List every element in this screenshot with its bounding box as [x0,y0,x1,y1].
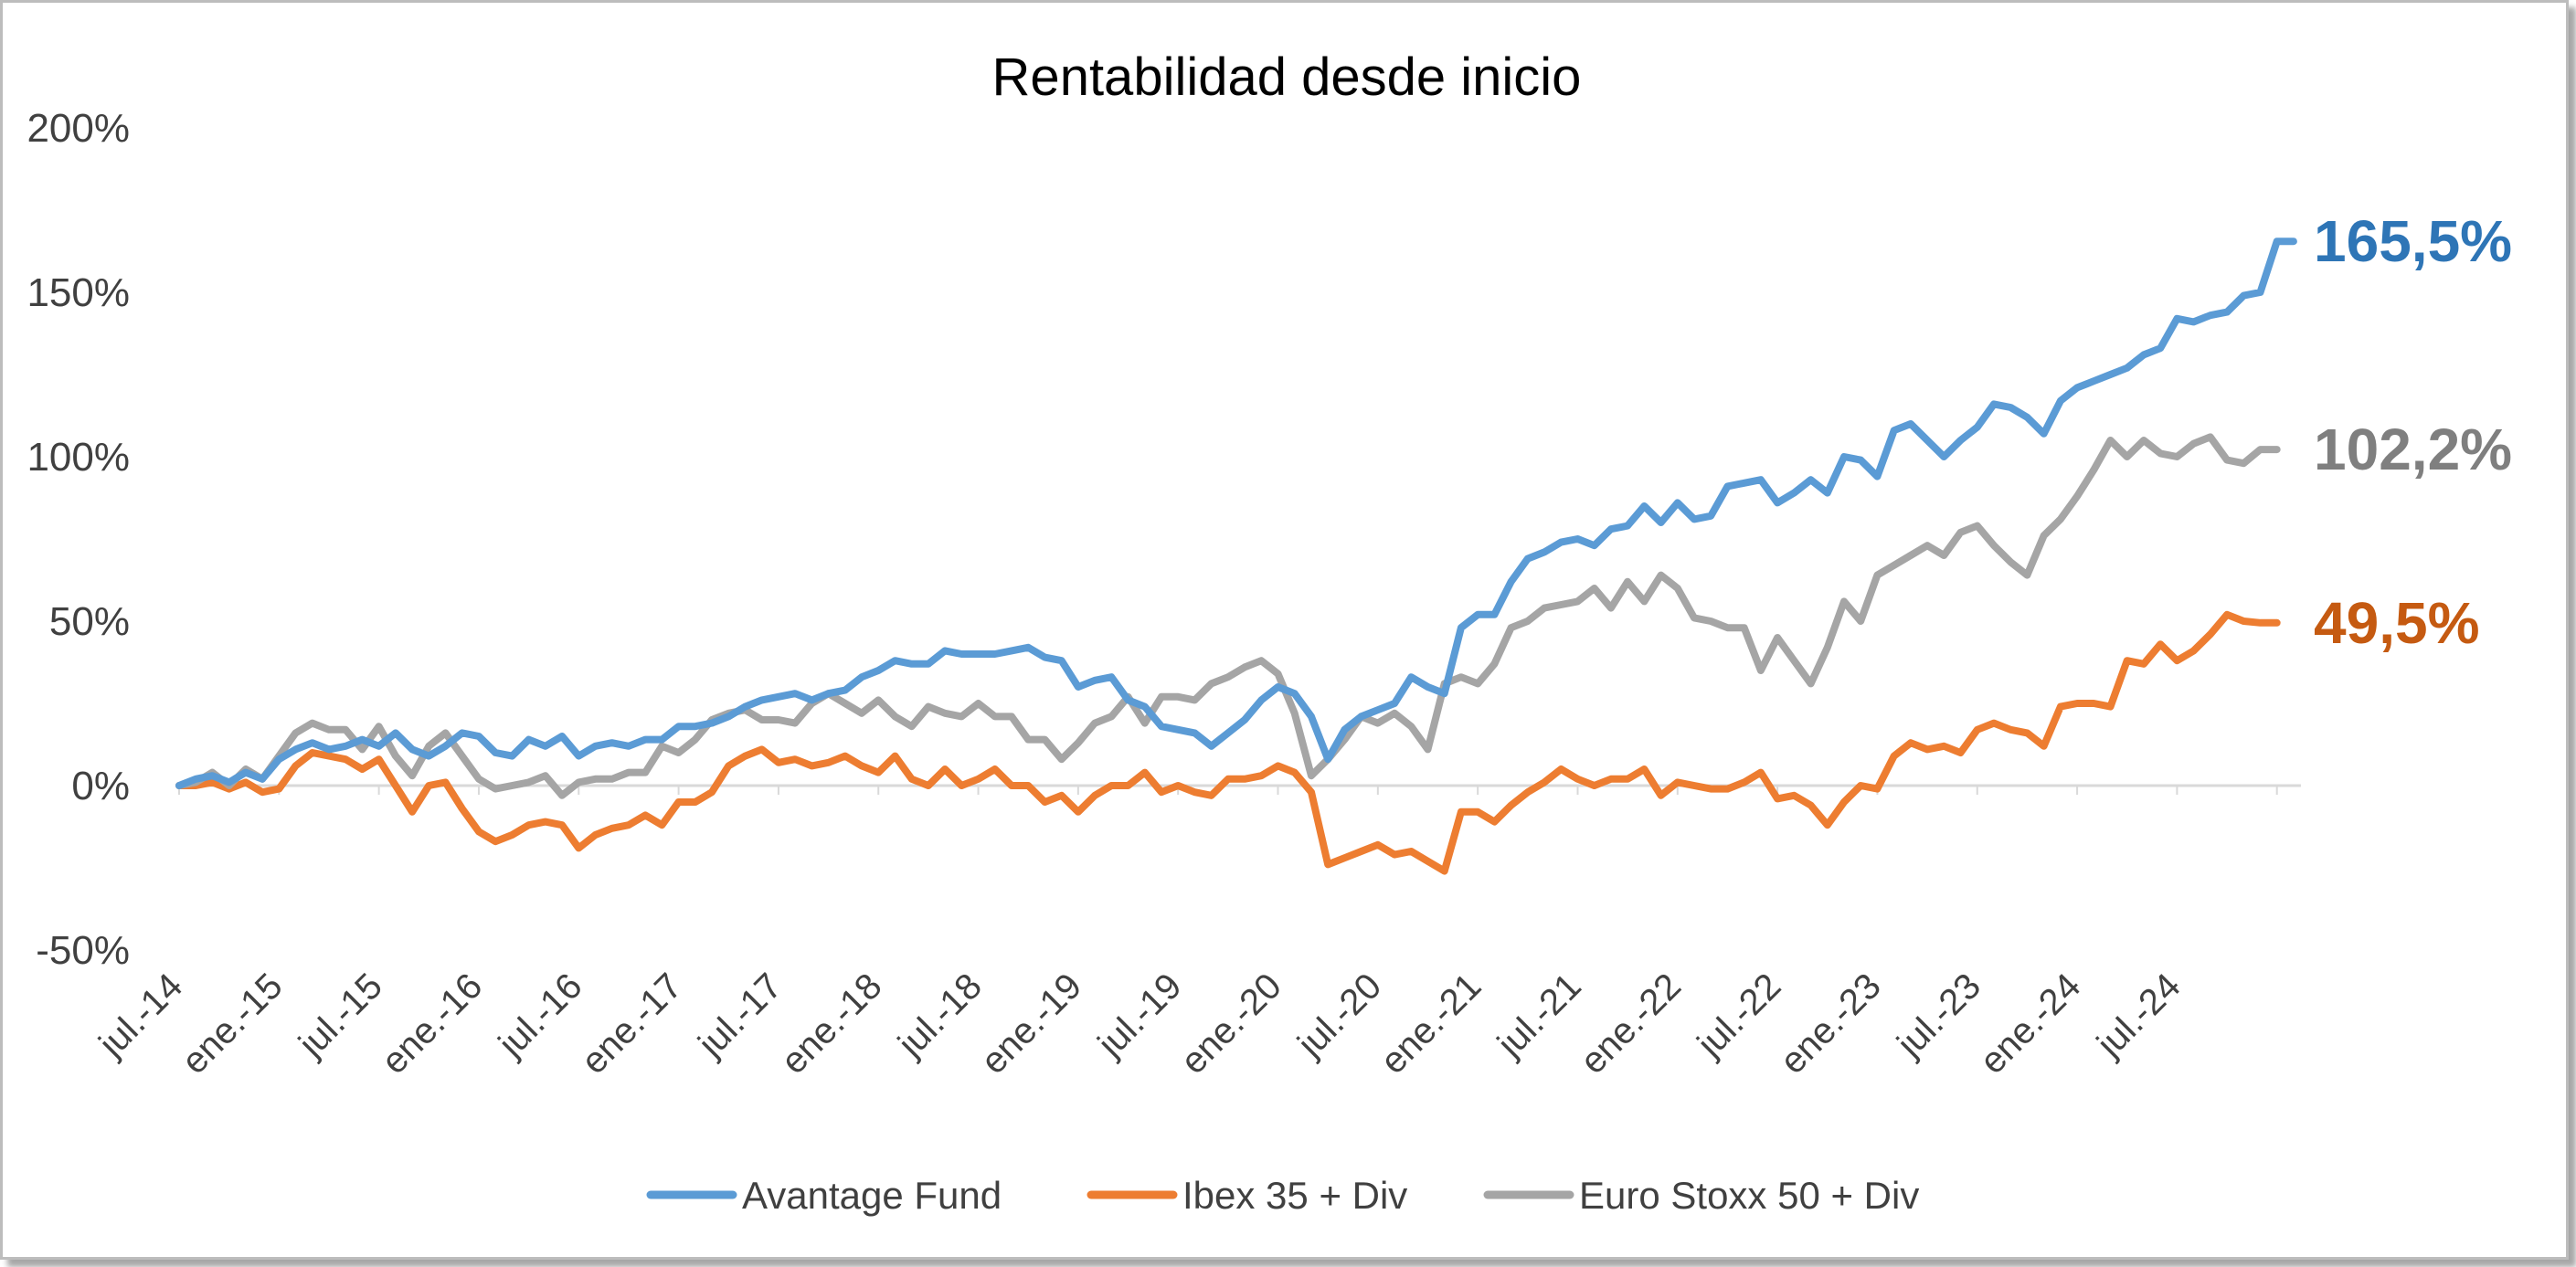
x-tick-label: ene.-17 [574,966,690,1082]
x-tick-label: ene.-16 [374,966,490,1082]
end-label-1: 49,5% [2314,590,2479,656]
y-tick-label: 100% [27,435,130,480]
x-tick-label: jul.-21 [1489,966,1589,1065]
x-tick-label: ene.-18 [774,966,890,1082]
x-tick-label: ene.-15 [175,966,291,1082]
x-tick-label: jul.-14 [91,966,191,1065]
x-tick-label: jul.-16 [491,966,590,1065]
y-tick-label: 150% [27,270,130,315]
x-tick-label: ene.-23 [1773,966,1889,1082]
end-labels: 165,5% 49,5% 102,2% [2314,208,2512,656]
x-tick-label: ene.-22 [1573,966,1689,1082]
x-tick-label: ene.-19 [973,966,1089,1082]
x-tick-label: jul.-23 [1889,966,1988,1065]
series-line-0 [175,238,2297,789]
series-line-2 [175,433,2281,799]
y-tick-label: -50% [36,928,130,973]
x-tick-label: jul.-20 [1289,966,1389,1065]
end-label-0: 165,5% [2314,208,2512,274]
legend-label-0: Avantage Fund [742,1174,1002,1217]
x-tick-label: jul.-24 [2089,966,2189,1065]
y-axis: -50% 0% 50% 100% 150% 200% [27,106,130,973]
chart-title: Rentabilidad desde inicio [992,48,1582,107]
y-tick-label: 200% [27,106,130,151]
y-tick-label: 0% [71,764,130,808]
legend-label-1: Ibex 35 + Div [1182,1174,1407,1217]
x-tick-label: jul.-18 [890,966,990,1065]
x-tick-label: jul.-17 [690,966,790,1065]
legend: Avantage Fund Ibex 35 + Div Euro Stoxx 50 … [646,1174,1919,1217]
x-tick-label: jul.-15 [291,966,390,1065]
y-tick-label: 50% [49,599,130,644]
series-line-1 [175,610,2281,875]
x-tick-label: jul.-22 [1690,966,1789,1065]
x-tick-label: ene.-20 [1173,966,1289,1082]
legend-label-2: Euro Stoxx 50 + Div [1579,1174,1919,1217]
series-lines [175,238,2297,875]
x-tick-label: ene.-24 [1972,966,2088,1082]
end-label-2: 102,2% [2314,417,2512,482]
x-tick-label: ene.-21 [1373,966,1489,1082]
x-tick-label: jul.-19 [1090,966,1190,1065]
